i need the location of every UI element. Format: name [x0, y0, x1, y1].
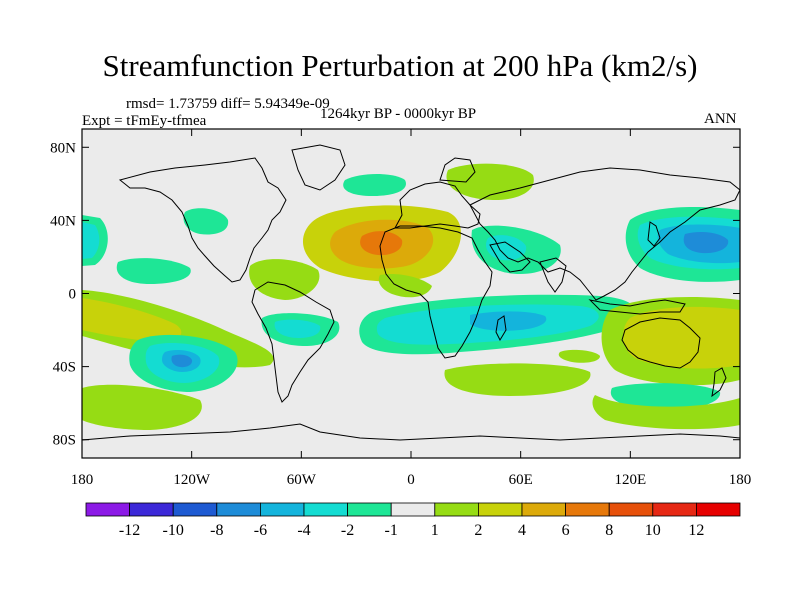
colorbar-label-6: -1 [385, 522, 398, 539]
chart-title: Streamfunction Perturbation at 200 hPa (… [102, 48, 698, 83]
colorbar-label-1: -10 [163, 522, 184, 539]
fill-nw-america-neg [183, 208, 229, 235]
x-tick-label-6: 180 [729, 472, 752, 488]
fill-southeast-pos [592, 395, 740, 430]
coast-india [539, 257, 567, 293]
coast-africa [379, 225, 493, 359]
period-label: 1264kyr BP - 0000kyr BP [320, 106, 477, 122]
colorbar-box-9 [477, 502, 523, 517]
colorbar-label-0: -12 [119, 522, 140, 539]
colorbar-box-14 [696, 502, 741, 517]
fill-sindian-pos-small [558, 349, 600, 363]
fill-east-pacific-neg [116, 258, 191, 284]
coast-arabia [489, 241, 531, 273]
coast-new-zealand [711, 367, 727, 398]
coast-indonesia [588, 299, 686, 315]
fill-west-africa-1 [378, 274, 432, 298]
fill-australia-pos-2 [623, 306, 740, 369]
colorbar-box-1 [129, 502, 174, 517]
colorbar-box-3 [216, 502, 261, 517]
colorbar-box-4 [259, 502, 305, 517]
fill-samerica-neg-2 [274, 319, 321, 338]
coast-north-america [118, 157, 287, 283]
y-tick-label-1: 40N [50, 213, 76, 229]
y-tick-label-2: 0 [69, 287, 77, 303]
fill-west-atlantic-1 [249, 259, 320, 300]
colorbar-label-2: -8 [210, 522, 223, 539]
y-tick-label-3: 40S [53, 360, 76, 376]
coast-south-america [251, 281, 335, 403]
colorbar-box-11 [565, 502, 610, 517]
fill-trop-pacific-pos-2 [82, 298, 182, 342]
colorbar-box-10 [521, 502, 566, 517]
x-tick-label-2: 60W [287, 472, 317, 488]
fill-npacific-west-2 [82, 222, 100, 259]
colorbar-box-12 [608, 502, 654, 517]
colorbar-label-3: -6 [254, 522, 267, 539]
colorbar-box-13 [652, 502, 697, 517]
y-tick-label-4: 80S [53, 433, 76, 449]
colorbar-label-11: 8 [605, 522, 613, 539]
colorbar-box-5 [303, 502, 348, 517]
x-tick-label-1: 120W [173, 472, 211, 488]
colorbar-label-9: 4 [518, 522, 526, 539]
season-label: ANN [704, 111, 737, 127]
colorbar-box-6 [347, 502, 392, 517]
colorbar: -12 -10 -8 -6 -4 -2 -1 1 2 4 6 8 10 12 [85, 502, 741, 539]
colorbar-label-4: -4 [297, 522, 310, 539]
y-tick-label-0: 80N [50, 140, 76, 156]
colorbar-label-7: 1 [431, 522, 439, 539]
colorbar-box-8 [434, 502, 479, 517]
colorbar-label-10: 6 [562, 522, 570, 539]
x-axis: 180 120W 60W 0 60E 120E 180 [71, 129, 752, 488]
fill-south-australia-neg [610, 383, 721, 410]
x-tick-label-4: 60E [509, 472, 533, 488]
coast-australia [621, 317, 701, 369]
fill-satl-band-3 [470, 311, 547, 331]
colorbar-label-8: 2 [474, 522, 482, 539]
fill-north-europe-pos [446, 163, 534, 200]
fill-npacific-east-4 [683, 232, 729, 254]
stats-label: rmsd= 1.73759 diff= 5.94349e-09 [126, 96, 330, 112]
colorbar-label-13: 12 [688, 522, 704, 539]
coastlines [82, 144, 740, 441]
coast-scandinavia [439, 157, 476, 183]
fill-spacific-neg-4 [171, 354, 193, 368]
colorbar-box-2 [172, 502, 218, 517]
fill-spacific-pos-low [82, 384, 202, 430]
coast-asia [469, 167, 740, 301]
x-tick-label-3: 0 [407, 472, 415, 488]
colorbar-label-12: 10 [645, 522, 661, 539]
colorbar-box-0 [85, 502, 130, 517]
coast-madagascar [495, 315, 507, 342]
x-tick-label-5: 120E [614, 472, 646, 488]
fill-sindian-pos [444, 363, 591, 396]
colorbar-box-7 [390, 502, 436, 517]
y-axis: 80N 40N 0 40S 80S [50, 140, 740, 449]
fill-north-atlantic-neg [343, 174, 406, 196]
coast-japan [647, 221, 661, 247]
coast-greenland [291, 144, 346, 191]
x-tick-label-0: 180 [71, 472, 94, 488]
colorbar-label-5: -2 [341, 522, 354, 539]
coast-antarctica [82, 423, 740, 441]
experiment-label: Expt = tFmEy-tfmea [82, 113, 207, 129]
